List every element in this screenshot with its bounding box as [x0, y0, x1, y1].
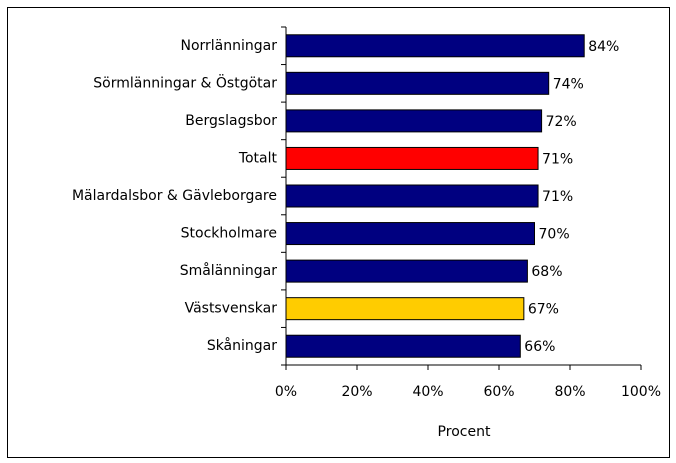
value-label: 67%	[528, 302, 559, 318]
y-tick-label: Smålänningar	[180, 262, 278, 279]
x-tick-label: 20%	[341, 384, 372, 400]
y-tick-label: Totalt	[238, 150, 278, 166]
bar	[285, 334, 521, 358]
y-tick-label: Norrlänningar	[180, 38, 277, 54]
bar	[285, 146, 539, 170]
y-tick-label: Västsvenskar	[185, 301, 278, 317]
value-label: 70%	[539, 227, 570, 243]
x-tick-label: 100%	[621, 384, 661, 400]
x-tick-label: 80%	[554, 384, 585, 400]
x-tick-label: 40%	[412, 384, 443, 400]
x-tick-label: 60%	[483, 384, 514, 400]
value-label: 71%	[542, 189, 573, 205]
value-label: 71%	[542, 151, 573, 167]
y-tick-label: Mälardalsbor & Gävleborgare	[72, 188, 277, 204]
value-label: 72%	[546, 114, 577, 130]
bar	[285, 297, 525, 321]
bar	[285, 71, 550, 95]
y-tick-label: Bergslagsbor	[185, 113, 277, 129]
y-tick-label: Sörmlänningar & Östgötar	[93, 73, 277, 91]
bar	[285, 259, 528, 283]
value-label: 68%	[531, 264, 562, 280]
value-label: 66%	[524, 339, 555, 355]
x-tick-label: 0%	[275, 384, 297, 400]
y-tick-label: Skåningar	[207, 337, 277, 354]
bar	[285, 34, 585, 58]
bar	[285, 222, 535, 246]
value-label: 74%	[553, 76, 584, 92]
value-label: 84%	[588, 39, 619, 55]
y-tick-label: Stockholmare	[181, 226, 277, 242]
bar	[285, 184, 539, 208]
x-axis-label: Procent	[438, 424, 491, 440]
bar	[285, 109, 543, 133]
